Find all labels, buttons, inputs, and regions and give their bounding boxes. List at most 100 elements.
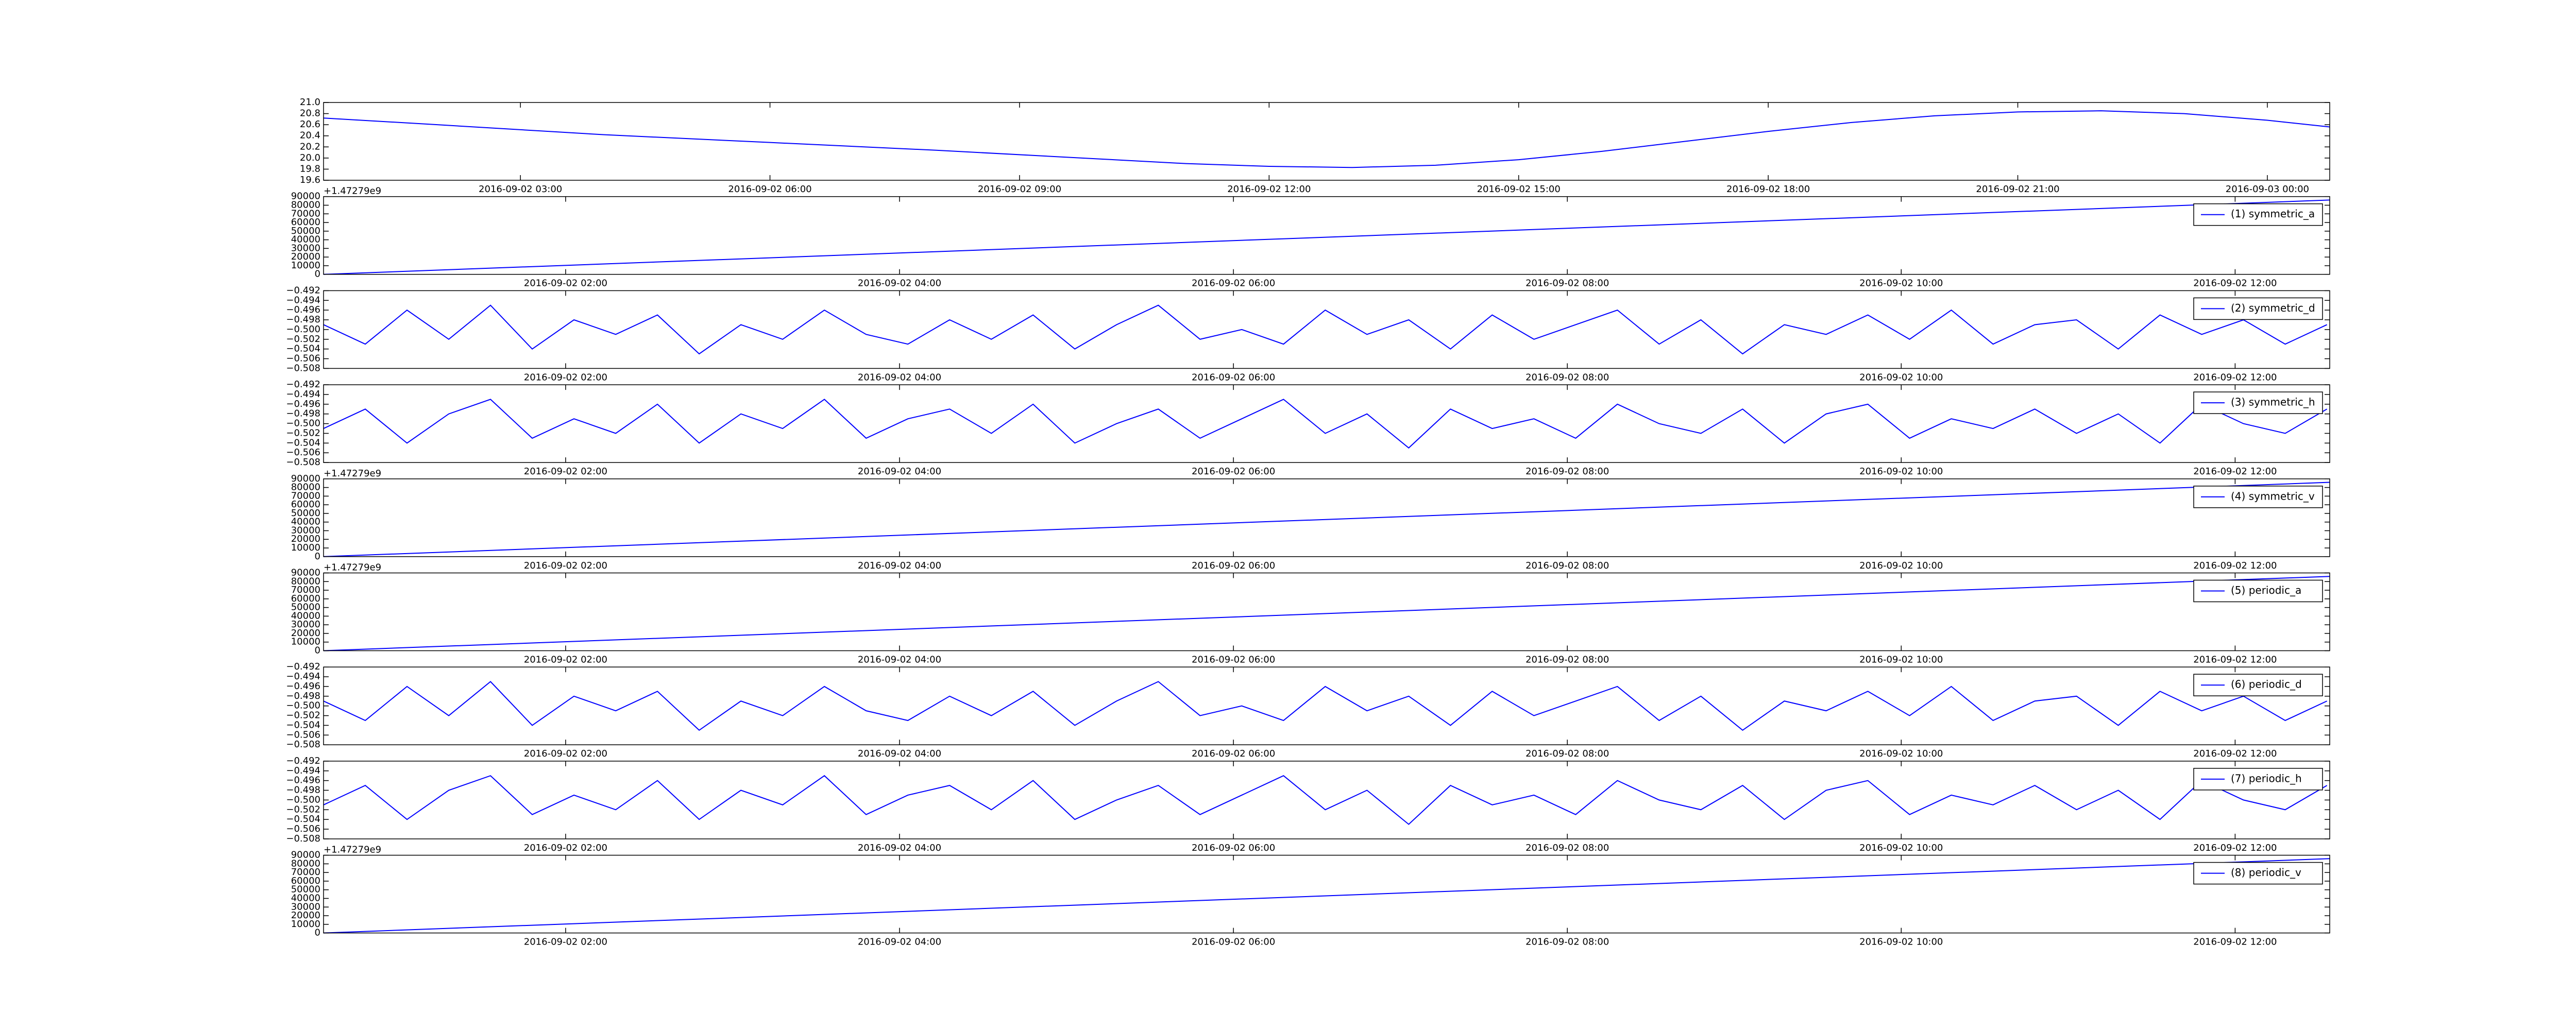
x-tick-label: 2016-09-02 02:00 bbox=[524, 466, 607, 477]
x-tick-label: 2016-09-02 04:00 bbox=[858, 748, 941, 759]
y-tick-label: 90000 bbox=[291, 191, 320, 202]
y-tick-label: 20000 bbox=[291, 534, 320, 544]
x-tick-label: 2016-09-02 02:00 bbox=[524, 748, 607, 759]
y-tick-label: 80000 bbox=[291, 858, 320, 869]
y-tick-label: 60000 bbox=[291, 499, 320, 510]
x-tick-label: 2016-09-02 10:00 bbox=[1859, 372, 1943, 383]
x-tick-label: 2016-09-02 12:00 bbox=[2193, 655, 2277, 665]
legend-label: (5) periodic_a bbox=[2231, 584, 2301, 596]
x-tick-label: 2016-09-02 02:00 bbox=[524, 655, 607, 665]
y-tick-label: 0 bbox=[315, 551, 320, 562]
y-tick-label: −0.506 bbox=[286, 823, 320, 834]
y-tick-label: 10000 bbox=[291, 260, 320, 271]
x-tick-label: 2016-09-02 10:00 bbox=[1859, 466, 1943, 477]
data-line bbox=[323, 858, 2330, 934]
axes-frame bbox=[323, 478, 2330, 557]
x-tick-label: 2016-09-02 06:00 bbox=[1192, 655, 1275, 665]
legend-label: (6) periodic_d bbox=[2231, 678, 2302, 691]
y-tick-label: −0.502 bbox=[286, 334, 320, 345]
y-tick-label: 70000 bbox=[291, 585, 320, 595]
x-tick-label: 2016-09-02 08:00 bbox=[1526, 466, 1609, 477]
x-tick-label: 2016-09-02 04:00 bbox=[858, 466, 941, 477]
x-tick-label: 2016-09-02 10:00 bbox=[1859, 843, 1943, 853]
y-tick-label: −0.508 bbox=[286, 739, 320, 750]
legend: (5) periodic_a bbox=[2193, 579, 2323, 603]
y-tick-label: −0.504 bbox=[286, 437, 320, 448]
legend: (8) periodic_v bbox=[2193, 862, 2323, 885]
axes-frame bbox=[323, 854, 2330, 934]
data-line bbox=[323, 399, 2328, 449]
x-tick-label: 2016-09-02 15:00 bbox=[1477, 184, 1561, 195]
subplot: 0100002000030000400005000060000700008000… bbox=[291, 845, 2330, 948]
y-tick-label: 0 bbox=[315, 645, 320, 656]
x-tick-label: 2016-09-02 06:00 bbox=[1192, 748, 1275, 759]
axes-frame bbox=[323, 196, 2330, 275]
y-tick-label: 70000 bbox=[291, 490, 320, 501]
legend-label: (4) symmetric_v bbox=[2231, 490, 2315, 502]
x-tick-label: 2016-09-02 02:00 bbox=[524, 372, 607, 383]
x-tick-label: 2016-09-02 18:00 bbox=[1726, 184, 1810, 195]
y-tick-label: −0.494 bbox=[286, 671, 320, 682]
x-tick-label: 2016-09-02 08:00 bbox=[1526, 372, 1609, 383]
y-tick-label: 50000 bbox=[291, 602, 320, 613]
x-tick-label: 2016-09-02 02:00 bbox=[524, 937, 607, 948]
x-tick-label: 2016-09-02 12:00 bbox=[2193, 937, 2277, 948]
data-line bbox=[323, 576, 2330, 651]
x-tick-label: 2016-09-02 06:00 bbox=[1192, 560, 1275, 571]
x-tick-label: 2016-09-02 06:00 bbox=[1192, 937, 1275, 948]
x-tick-label: 2016-09-02 21:00 bbox=[1976, 184, 2059, 195]
y-tick-label: 30000 bbox=[291, 901, 320, 912]
data-line bbox=[323, 681, 2328, 731]
y-tick-label: −0.494 bbox=[286, 295, 320, 305]
axis-offset-text: +1.47279e9 bbox=[324, 562, 381, 573]
x-tick-label: 2016-09-02 04:00 bbox=[858, 560, 941, 571]
y-tick-label: −0.500 bbox=[286, 324, 320, 335]
y-tick-label: −0.508 bbox=[286, 457, 320, 468]
y-tick-label: −0.498 bbox=[286, 785, 320, 796]
x-tick-label: 2016-09-02 10:00 bbox=[1859, 748, 1943, 759]
legend: (1) symmetric_a bbox=[2193, 203, 2323, 226]
data-line bbox=[323, 775, 2328, 825]
x-tick-label: 2016-09-02 04:00 bbox=[858, 655, 941, 665]
y-tick-label: 20.0 bbox=[300, 152, 320, 163]
legend-label: (1) symmetric_a bbox=[2231, 208, 2315, 220]
x-tick-label: 2016-09-02 06:00 bbox=[728, 184, 811, 195]
y-tick-label: 90000 bbox=[291, 568, 320, 578]
x-tick-label: 2016-09-02 06:00 bbox=[1192, 278, 1275, 289]
legend: (6) periodic_d bbox=[2193, 674, 2323, 696]
y-tick-label: −0.496 bbox=[286, 399, 320, 409]
y-tick-label: −0.494 bbox=[286, 765, 320, 776]
y-tick-label: 0 bbox=[315, 269, 320, 280]
y-tick-label: 50000 bbox=[291, 226, 320, 236]
y-tick-label: 0 bbox=[315, 928, 320, 938]
x-tick-label: 2016-09-02 08:00 bbox=[1526, 655, 1609, 665]
y-tick-label: −0.492 bbox=[286, 285, 320, 296]
data-line bbox=[323, 110, 2330, 168]
y-tick-label: −0.506 bbox=[286, 729, 320, 740]
y-tick-label: 10000 bbox=[291, 919, 320, 930]
y-tick-label: −0.504 bbox=[286, 719, 320, 730]
x-tick-label: 2016-09-02 10:00 bbox=[1859, 278, 1943, 289]
y-tick-label: 70000 bbox=[291, 867, 320, 878]
axis-offset-text: +1.47279e9 bbox=[324, 845, 381, 855]
legend-label: (3) symmetric_h bbox=[2231, 396, 2315, 408]
axis-offset-text: +1.47279e9 bbox=[324, 186, 381, 197]
subplot: 0100002000030000400005000060000700008000… bbox=[291, 468, 2330, 571]
y-tick-label: −0.500 bbox=[286, 700, 320, 711]
y-tick-label: 60000 bbox=[291, 593, 320, 604]
y-tick-label: −0.504 bbox=[286, 344, 320, 354]
data-line bbox=[323, 482, 2330, 557]
y-tick-label: −0.508 bbox=[286, 833, 320, 844]
y-tick-label: −0.492 bbox=[286, 379, 320, 390]
legend: (2) symmetric_d bbox=[2193, 297, 2323, 320]
legend-label: (2) symmetric_d bbox=[2231, 302, 2315, 314]
y-tick-label: 50000 bbox=[291, 884, 320, 895]
y-tick-label: −0.498 bbox=[286, 408, 320, 419]
x-tick-label: 2016-09-02 08:00 bbox=[1526, 937, 1609, 948]
x-tick-label: 2016-09-02 02:00 bbox=[524, 278, 607, 289]
y-tick-label: 70000 bbox=[291, 208, 320, 219]
subplot: −0.508−0.506−0.504−0.502−0.500−0.498−0.4… bbox=[286, 661, 2330, 759]
x-tick-label: 2016-09-02 08:00 bbox=[1526, 748, 1609, 759]
subplot: −0.508−0.506−0.504−0.502−0.500−0.498−0.4… bbox=[286, 756, 2330, 853]
y-tick-label: 10000 bbox=[291, 637, 320, 647]
